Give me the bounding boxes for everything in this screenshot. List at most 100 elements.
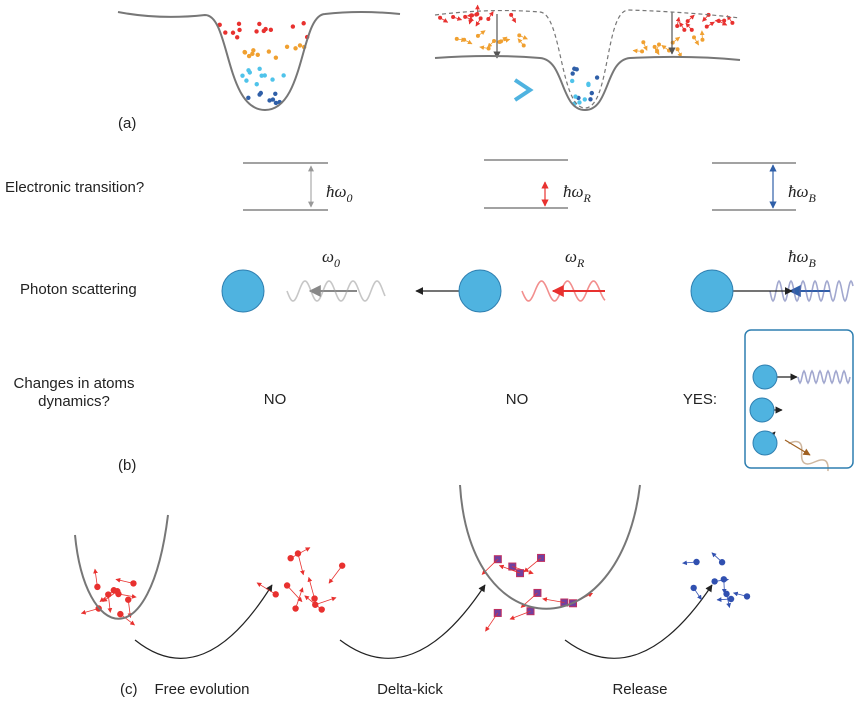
atom — [293, 46, 297, 50]
velocity — [287, 585, 302, 601]
atom — [267, 98, 271, 102]
atom — [750, 398, 774, 422]
symbol: ω — [322, 247, 334, 266]
atom — [682, 28, 686, 32]
atom — [573, 94, 577, 98]
panel-label: (b) — [118, 457, 136, 474]
atom — [474, 13, 478, 17]
atom — [700, 38, 704, 42]
row-label: Changes in atoms — [14, 375, 135, 392]
atom — [492, 39, 496, 43]
atom — [451, 15, 455, 19]
velocity — [298, 554, 303, 575]
subscript: R — [576, 256, 585, 270]
atom — [246, 68, 250, 72]
atom — [459, 270, 501, 312]
answer: NO — [506, 391, 529, 408]
atom — [298, 43, 302, 47]
atom — [686, 19, 690, 23]
atom — [476, 34, 480, 38]
row-label: dynamics? — [38, 393, 110, 410]
subscript: 0 — [334, 256, 340, 270]
subscript: 0 — [347, 191, 353, 205]
atom — [270, 77, 274, 81]
atom — [301, 21, 305, 25]
atom — [487, 46, 491, 50]
atom — [705, 25, 709, 29]
photon-label: ωR — [565, 247, 585, 270]
atom — [312, 602, 318, 608]
symbol: ħω — [326, 182, 347, 201]
transition-label: ħω0 — [326, 182, 353, 205]
potential-dashed — [435, 10, 740, 108]
atom — [486, 17, 490, 21]
atom — [462, 38, 466, 42]
atom — [285, 45, 289, 49]
photon-label: ħωB — [788, 247, 817, 270]
trap — [460, 485, 640, 609]
atom — [237, 22, 241, 26]
atom — [257, 92, 261, 96]
atom — [256, 53, 260, 57]
velocity — [485, 613, 497, 631]
atom — [269, 28, 273, 32]
transition-label: ħωR — [563, 182, 592, 205]
atom — [509, 13, 513, 17]
atom — [438, 16, 442, 20]
atom — [267, 49, 271, 53]
atom — [588, 97, 592, 101]
atom — [671, 41, 675, 45]
atom — [274, 101, 278, 105]
atom — [257, 67, 261, 71]
atom — [222, 270, 264, 312]
page: (a) Electronic transition? Photon scatte… — [0, 0, 855, 705]
step-label: Delta-kick — [377, 681, 443, 698]
atom — [653, 45, 657, 49]
atom — [590, 91, 594, 95]
subscript: R — [583, 191, 592, 205]
photon-label: ω0 — [322, 247, 340, 270]
figure: (a) Electronic transition? Photon scatte… — [0, 0, 855, 705]
trap — [75, 515, 168, 619]
atom — [237, 28, 241, 32]
atom — [242, 50, 246, 54]
atom — [753, 365, 777, 389]
answer: NO — [264, 391, 287, 408]
step-label: Free evolution — [154, 681, 249, 698]
atom — [291, 24, 295, 28]
atom — [263, 27, 267, 31]
atom — [586, 82, 590, 86]
atom — [254, 29, 258, 33]
velocity — [712, 553, 722, 563]
atom — [255, 82, 259, 86]
atom — [657, 42, 661, 46]
velocity — [524, 558, 541, 572]
atom — [479, 16, 483, 20]
atom — [470, 13, 474, 17]
atom — [274, 55, 278, 59]
symbol: ω — [565, 247, 577, 266]
atom — [281, 73, 285, 77]
velocity — [81, 609, 98, 614]
atom — [640, 49, 644, 53]
atom — [676, 47, 680, 51]
symbol: ħω — [788, 247, 809, 266]
atom — [753, 431, 777, 455]
atom — [517, 33, 521, 37]
atom — [273, 92, 277, 96]
subscript: B — [809, 191, 817, 205]
atom — [455, 37, 459, 41]
atom — [575, 67, 579, 71]
atom — [463, 15, 467, 19]
atom — [570, 79, 574, 83]
panel-label: (c) — [120, 681, 138, 698]
symbol: ħω — [788, 182, 809, 201]
atom — [570, 71, 574, 75]
atom — [231, 31, 235, 35]
velocity — [296, 588, 303, 609]
atom — [675, 24, 679, 28]
row-label: Electronic transition? — [5, 179, 144, 196]
atom — [522, 43, 526, 47]
atom — [667, 49, 671, 53]
atom — [498, 40, 502, 44]
